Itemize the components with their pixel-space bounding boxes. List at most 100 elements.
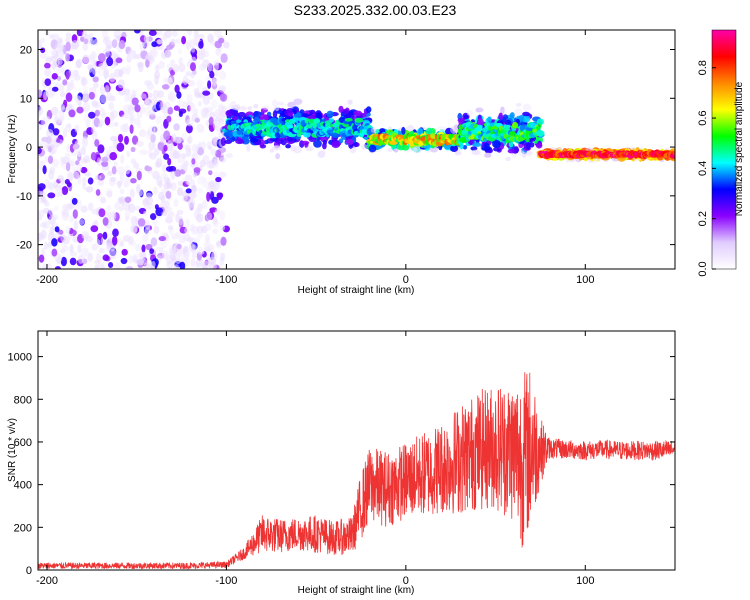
spectrogram-cell: [120, 123, 127, 133]
spectrogram-cell: [135, 243, 142, 252]
spectrogram-cell: [139, 93, 147, 99]
spectrogram-cell: [40, 160, 46, 166]
spectrogram-cell: [124, 164, 131, 175]
spectrogram-cell: [185, 39, 192, 50]
spectrogram-cell: [322, 142, 327, 150]
spectrogram-cell: [513, 122, 518, 128]
spectrogram-cell: [173, 198, 179, 208]
spectrogram-cell: [220, 137, 227, 147]
spectrogram-cell: [102, 254, 110, 262]
spectrogram-x-tick-label: 0: [403, 274, 409, 286]
spectrogram-cell: [203, 223, 212, 232]
spectrogram-cell: [505, 156, 512, 162]
spectrogram-cell: [202, 59, 210, 69]
spectrogram-cell: [187, 134, 193, 145]
spectrogram-cell: [56, 37, 63, 44]
spectrogram-cell: [116, 166, 125, 175]
spectrogram-cell: [109, 248, 117, 259]
spectrogram-cell: [263, 140, 269, 145]
spectrogram-cell: [85, 235, 94, 243]
spectrogram-cell: [463, 133, 468, 138]
spectrogram-cell: [234, 104, 241, 111]
spectrogram-cell: [42, 265, 48, 269]
spectrogram-cell: [154, 30, 163, 37]
spectrogram-cell: [175, 38, 181, 44]
spectrogram-cell: [95, 238, 101, 249]
spectrogram-cell: [223, 41, 230, 49]
spectrogram-cell: [500, 106, 505, 114]
spectrogram-cell: [77, 149, 82, 158]
spectrogram-cell: [134, 30, 141, 34]
spectrogram-cell: [69, 243, 74, 254]
spectrogram-cell: [345, 139, 354, 145]
spectrogram-cell: [471, 149, 480, 155]
spectrogram-cell: [186, 78, 191, 84]
spectrogram-cell: [40, 229, 47, 240]
spectrogram-cell: [69, 257, 77, 266]
spectrogram-cell: [38, 147, 42, 155]
spectrogram-cell: [94, 264, 99, 269]
spectrogram-cell: [109, 211, 116, 221]
spectrogram-cell: [197, 203, 203, 213]
spectrogram-cell: [106, 242, 112, 250]
spectrogram-cell: [138, 62, 144, 73]
spectrogram-cell: [353, 110, 363, 117]
spectrogram-cell: [476, 118, 484, 126]
spectrogram-cell: [88, 91, 95, 100]
spectrogram-cell: [41, 136, 50, 143]
spectrogram-cell: [76, 106, 84, 114]
spectrogram-cell: [72, 143, 80, 150]
spectrogram-cell: [63, 245, 69, 252]
spectrogram-cell: [57, 117, 63, 125]
spectrogram-cell: [103, 37, 109, 45]
spectrogram-cell: [77, 163, 82, 173]
spectrogram-cell: [66, 103, 73, 111]
spectrogram-cell: [286, 107, 293, 113]
spectrogram-cell: [85, 186, 94, 193]
spectrogram-cell: [463, 114, 469, 120]
spectrogram-cell: [157, 90, 165, 98]
spectrogram-cell: [87, 252, 93, 262]
spectrogram-cell: [153, 186, 158, 195]
spectrogram-cell: [98, 52, 106, 63]
spectrogram-cell: [116, 142, 125, 152]
spectrogram-cell: [116, 180, 123, 187]
spectrogram-cell: [338, 105, 344, 113]
spectrogram-cell: [110, 50, 117, 59]
spectrogram-x-ticks: -200 -100 0 100: [36, 30, 594, 286]
spectrogram-cell: [143, 210, 148, 217]
spectrogram-cell: [483, 142, 490, 150]
spectrogram-x-tick-label: 100: [576, 274, 594, 286]
spectrogram-cell: [52, 181, 59, 188]
spectrogram-cell: [54, 114, 59, 123]
spectrogram-cell: [526, 142, 531, 151]
spectrogram-cell: [213, 158, 218, 165]
spectrogram-cell: [175, 231, 182, 238]
spectrogram-cell: [293, 145, 303, 154]
spectrogram-cell: [206, 141, 213, 149]
spectrogram-cell: [152, 89, 159, 100]
spectrogram-cell: [219, 210, 226, 221]
spectrogram-cell: [80, 36, 85, 42]
spectrogram-cell: [54, 266, 61, 269]
spectrogram-cell: [65, 162, 71, 172]
spectrogram-cell: [159, 101, 167, 111]
spectrogram-cell: [133, 117, 141, 126]
spectrogram-cell: [393, 148, 399, 153]
spectrogram-cell: [202, 90, 211, 96]
colorbar-tick-label: 0.4: [697, 161, 709, 176]
spectrogram-cell: [83, 155, 91, 164]
spectrogram-cell: [60, 234, 67, 243]
spectrogram-cell: [185, 71, 192, 77]
spectrogram-cell: [224, 139, 233, 144]
spectrogram-cell: [120, 154, 125, 164]
spectrogram-cell: [215, 176, 222, 183]
spectrogram-cell: [237, 111, 247, 118]
spectrogram-cell: [60, 256, 67, 267]
spectrogram-cell: [215, 48, 222, 56]
spectrogram-cell: [454, 124, 459, 130]
spectrogram-cell: [76, 30, 84, 37]
spectrogram-cell: [303, 131, 311, 138]
spectrogram-cell: [155, 207, 164, 217]
colorbar-label: Normalized spectral amplitude: [734, 81, 745, 216]
